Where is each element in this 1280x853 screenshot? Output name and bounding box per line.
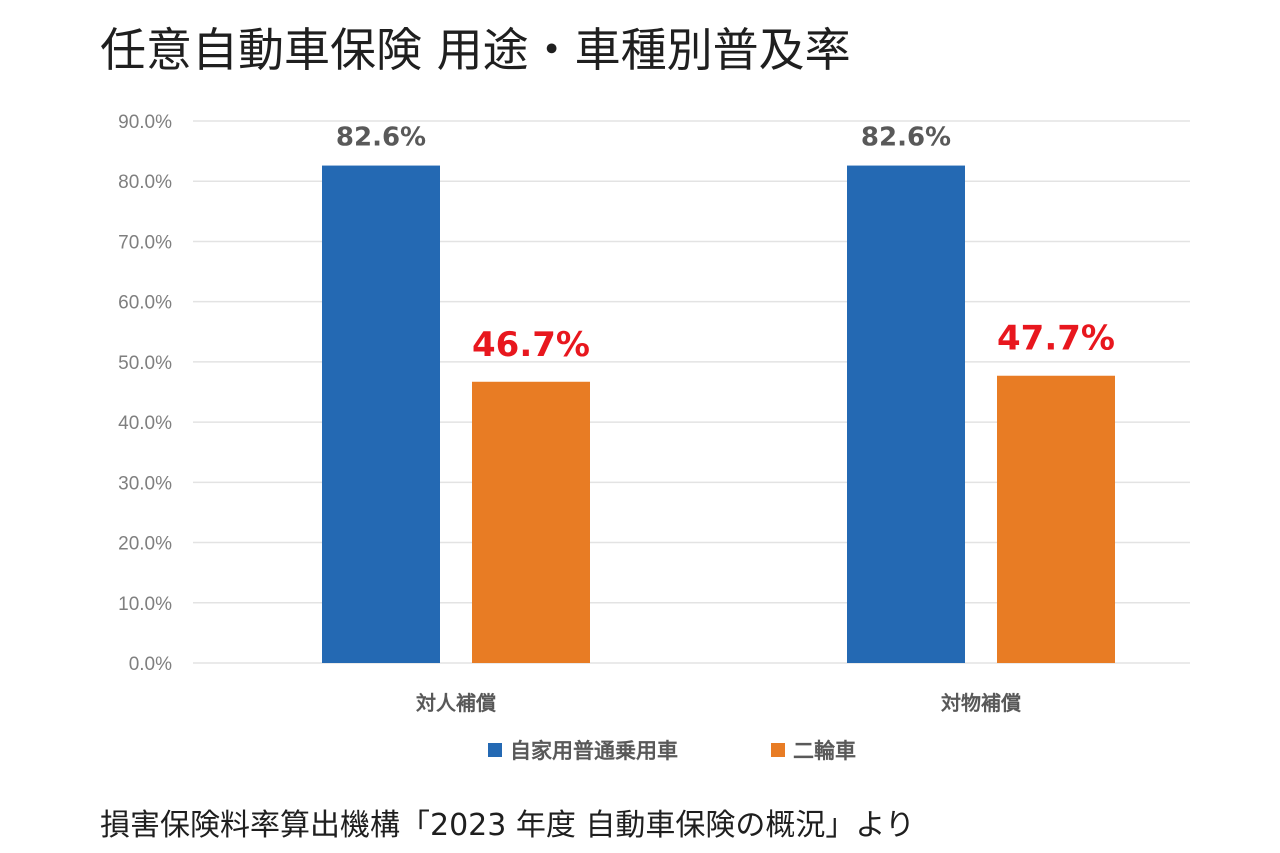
- data-labels: 82.6% 82.6% 46.7% 47.7%: [336, 123, 1115, 365]
- legend-label: 自家用普通乗用車: [510, 739, 678, 763]
- data-label: 46.7%: [472, 325, 590, 365]
- source-note: 損害保険料率算出機構「2023 年度 自動車保険の概況」より: [100, 808, 915, 843]
- y-tick-label: 50.0%: [118, 353, 172, 374]
- y-tick-label: 40.0%: [118, 413, 172, 434]
- y-tick-label: 90.0%: [118, 112, 172, 133]
- bar: [997, 375, 1115, 663]
- chart-title: 任意自動車保険 用途・車種別普及率: [100, 23, 851, 77]
- legend: 自家用普通乗用車 二輪車: [488, 739, 856, 763]
- bar: [472, 381, 590, 663]
- y-tick-label: 60.0%: [118, 293, 172, 314]
- bars: [322, 165, 1115, 663]
- legend-swatch: [488, 743, 502, 757]
- y-tick-label: 70.0%: [118, 232, 172, 253]
- y-tick-label: 10.0%: [118, 594, 172, 615]
- legend-label: 二輪車: [793, 739, 856, 763]
- y-tick-label: 30.0%: [118, 473, 172, 494]
- y-tick-label: 0.0%: [129, 654, 172, 675]
- y-tick-label: 80.0%: [118, 172, 172, 193]
- legend-swatch: [771, 743, 785, 757]
- y-axis-tick-labels: 0.0% 10.0% 20.0% 30.0% 40.0% 50.0% 60.0% 70.0% 8…: [118, 112, 172, 675]
- bar: [847, 165, 965, 663]
- data-label: 82.6%: [336, 123, 426, 153]
- category-labels: 対人補償 対物補償: [415, 691, 1022, 715]
- data-label: 47.7%: [997, 319, 1115, 359]
- y-tick-label: 20.0%: [118, 534, 172, 555]
- category-label: 対物補償: [940, 691, 1022, 715]
- data-label: 82.6%: [861, 123, 951, 153]
- bar: [322, 165, 440, 663]
- category-label: 対人補償: [415, 691, 497, 715]
